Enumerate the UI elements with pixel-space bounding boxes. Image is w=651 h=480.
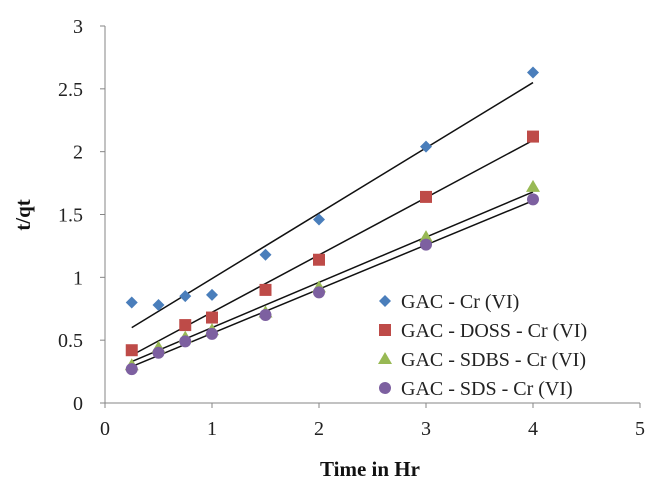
data-point-s4 (125, 363, 138, 376)
data-point-s2 (259, 283, 272, 296)
data-point-s1 (259, 248, 272, 261)
y-tick-label: 2 (73, 142, 83, 164)
legend-marker-4 (379, 382, 391, 394)
y-axis-title: t/qt (11, 199, 35, 231)
data-point-s2 (125, 344, 138, 357)
data-point-s1 (313, 213, 325, 226)
data-point-s4 (420, 238, 432, 251)
data-point-s1 (527, 66, 539, 79)
legend-marker-2 (379, 324, 391, 336)
x-tick-label: 3 (421, 418, 431, 440)
legend-label-2: GAC - DOSS - Cr (VI) (401, 320, 587, 342)
x-tick-label: 0 (100, 418, 110, 440)
x-tick-label: 4 (528, 418, 538, 440)
trendline-1 (131, 81, 534, 329)
y-tick-label: 0 (73, 393, 83, 415)
y-tick-label: 2.5 (58, 79, 83, 101)
legend: GAC - Cr (VI) GAC - DOSS - Cr (VI) GAC - S… (378, 291, 587, 400)
data-point-s2 (420, 190, 432, 203)
legend-marker-3 (378, 352, 392, 364)
trendline-3 (131, 191, 534, 363)
plot-area: 0 0.5 1 1.5 2 2.5 3 0 1 2 3 4 5 (58, 16, 645, 440)
data-point-s4 (259, 309, 272, 322)
data-point-s2 (527, 130, 539, 143)
data-point-s4 (206, 327, 218, 340)
data-point-s4 (179, 335, 192, 348)
y-tick-label: 3 (73, 16, 83, 38)
data-point-s2 (206, 311, 218, 324)
data-point-s1 (420, 140, 432, 153)
x-tick-label: 2 (314, 418, 324, 440)
x-tick-label: 1 (207, 418, 217, 440)
data-point-s2 (179, 319, 192, 332)
legend-label-3: GAC - SDBS - Cr (VI) (401, 349, 586, 371)
data-point-s1 (152, 298, 165, 311)
data-point-s4 (313, 286, 325, 299)
y-tick-label: 1.5 (58, 205, 83, 227)
trendline-4 (131, 199, 534, 368)
x-tick-label: 5 (635, 418, 645, 440)
data-point-s1 (125, 296, 138, 309)
data-point-s4 (152, 346, 165, 359)
data-point-s3 (526, 179, 540, 192)
data-point-s1 (206, 288, 218, 301)
x-axis-title: Time in Hr (320, 457, 420, 480)
legend-label-1: GAC - Cr (VI) (401, 291, 519, 313)
data-point-s1 (179, 290, 192, 303)
y-tick-label: 0.5 (58, 330, 83, 352)
trendline-2 (131, 139, 534, 356)
legend-marker-1 (379, 295, 391, 307)
data-point-s3 (419, 230, 433, 243)
data-point-s2 (313, 253, 325, 266)
y-tick-label: 1 (73, 267, 83, 289)
data-point-s4 (527, 193, 539, 206)
legend-label-4: GAC - SDS - Cr (VI) (401, 378, 573, 400)
